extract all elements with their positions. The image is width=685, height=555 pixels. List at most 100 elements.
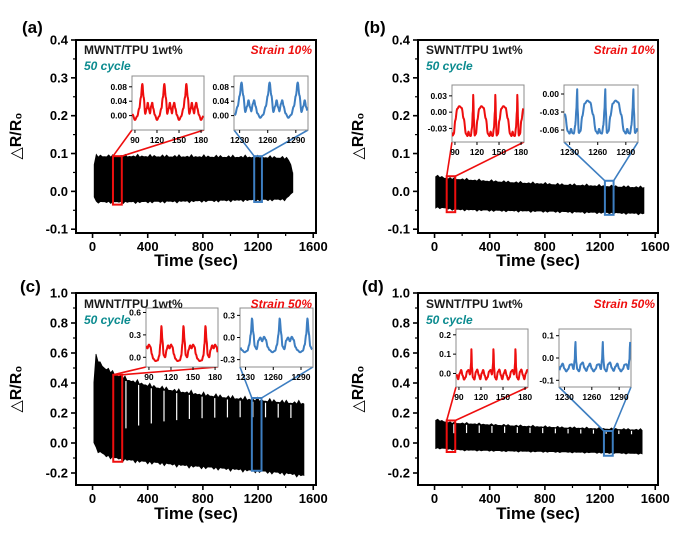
svg-text:-0.1: -0.1 <box>388 222 410 237</box>
zoom-connector-blue <box>558 386 605 432</box>
svg-text:400: 400 <box>479 491 501 506</box>
zoom-box-blue <box>250 397 263 472</box>
zoom-box-red <box>445 175 457 214</box>
inset-red: 90 120 150 180 0.2 0.1 0.0 <box>439 328 532 402</box>
svg-text:0.3: 0.3 <box>129 330 141 340</box>
svg-text:0.3: 0.3 <box>50 70 68 85</box>
zoom-box-blue <box>253 155 263 203</box>
svg-text:0.0: 0.0 <box>439 368 451 378</box>
svg-text:1200: 1200 <box>244 491 273 506</box>
svg-text:800: 800 <box>534 491 556 506</box>
svg-text:0.4: 0.4 <box>50 33 69 48</box>
plot-canvas-c: 0 400 800 1200 1600 1.0 0.8 0.6 0.4 0.2 0.0 -0.2 90 1… <box>46 286 328 507</box>
cycle-count-label: 50 cycle <box>84 59 131 73</box>
x-axis-label: Time (sec) <box>154 251 238 270</box>
svg-text:-0.03: -0.03 <box>428 123 448 133</box>
panel-d: 0 400 800 1200 1600 1.0 0.8 0.6 0.4 0.2 0.0 -0.2 90 1… <box>342 277 685 555</box>
zoom-connector-red <box>445 386 457 421</box>
svg-text:0.2: 0.2 <box>50 406 68 421</box>
zoom-connector-blue <box>261 366 314 399</box>
svg-text:150: 150 <box>492 147 506 157</box>
svg-text:1290: 1290 <box>292 372 311 382</box>
svg-text:0.2: 0.2 <box>392 406 410 421</box>
main-trace <box>435 418 643 455</box>
svg-text:0.0: 0.0 <box>50 436 68 451</box>
main-trace <box>93 153 294 205</box>
zoom-box-blue <box>602 430 614 457</box>
svg-text:1.0: 1.0 <box>50 286 68 301</box>
svg-text:0.03: 0.03 <box>430 91 447 101</box>
svg-text:1600: 1600 <box>641 491 670 506</box>
panel-b: 0 400 800 1200 1600 0.4 0.3 0.2 0.1 0.0 -0.1 90 120 1… <box>342 0 685 277</box>
svg-text:0.1: 0.1 <box>439 349 451 359</box>
svg-text:1200: 1200 <box>586 239 615 254</box>
svg-text:150: 150 <box>172 135 186 145</box>
zoom-connector-blue <box>261 129 309 157</box>
svg-text:1260: 1260 <box>258 135 277 145</box>
svg-text:180: 180 <box>518 392 532 402</box>
sample-label: MWNT/TPU 1wt% <box>84 297 183 311</box>
cycle-count-label: 50 cycle <box>84 313 131 327</box>
zoom-connector-red <box>122 366 219 376</box>
svg-text:800: 800 <box>534 239 556 254</box>
svg-text:1200: 1200 <box>244 239 273 254</box>
svg-text:1230: 1230 <box>236 372 255 382</box>
svg-text:0.2: 0.2 <box>50 108 68 123</box>
sample-label: MWNT/TPU 1wt% <box>84 43 183 57</box>
inset-blue: 1230 1260 1290 0.00 -0.03 -0.06 <box>540 84 639 157</box>
svg-text:90: 90 <box>130 135 140 145</box>
svg-text:0.6: 0.6 <box>50 346 68 361</box>
plot-frame <box>75 39 317 234</box>
zoom-connector-blue <box>563 141 606 182</box>
svg-text:0.00: 0.00 <box>212 111 229 121</box>
svg-text:1260: 1260 <box>588 147 607 157</box>
svg-text:90: 90 <box>450 147 460 157</box>
inset-blue: 1230 1260 1290 0.3 0.0 -0.3 <box>220 307 314 382</box>
svg-text:-0.06: -0.06 <box>540 125 560 135</box>
main-trace <box>435 174 645 216</box>
svg-text:0.6: 0.6 <box>129 307 141 317</box>
strain-label: Strain 10% <box>250 43 312 57</box>
svg-text:800: 800 <box>192 491 214 506</box>
zoom-connector-red <box>112 129 133 157</box>
svg-text:120: 120 <box>150 135 164 145</box>
svg-text:150: 150 <box>186 372 200 382</box>
svg-text:1600: 1600 <box>299 491 328 506</box>
plot-frame <box>417 292 659 486</box>
svg-text:0.8: 0.8 <box>392 316 410 331</box>
svg-text:0.04: 0.04 <box>212 96 229 106</box>
panel-a: 0 400 800 1200 1600 0.4 0.3 0.2 0.1 0.0 -0.1 90 120 1… <box>0 0 342 277</box>
svg-text:0: 0 <box>89 491 96 506</box>
zoom-connector-red <box>113 366 147 376</box>
panel-c: 0 400 800 1200 1600 1.0 0.8 0.6 0.4 0.2 0.0 -0.2 90 1… <box>0 277 342 555</box>
panel-label-d: (d) <box>362 277 384 296</box>
zoom-connector-red <box>445 141 453 177</box>
y-axis-label: △R/R₀ <box>350 365 367 413</box>
cycle-count-label: 50 cycle <box>426 313 473 327</box>
cycle-count-label: 50 cycle <box>426 59 473 73</box>
svg-text:0: 0 <box>431 491 438 506</box>
svg-text:1600: 1600 <box>641 239 670 254</box>
panel-label-c: (c) <box>20 277 41 296</box>
svg-text:180: 180 <box>208 372 222 382</box>
svg-text:0.00: 0.00 <box>542 89 559 99</box>
svg-text:1230: 1230 <box>560 147 579 157</box>
zoom-box-red <box>111 155 123 206</box>
zoom-box-blue <box>603 179 615 216</box>
x-axis-label: Time (sec) <box>496 251 580 270</box>
svg-text:-0.1: -0.1 <box>46 222 68 237</box>
svg-text:150: 150 <box>496 392 510 402</box>
strain-label: Strain 10% <box>593 43 655 57</box>
svg-text:0.3: 0.3 <box>392 70 410 85</box>
plot-frame <box>75 292 317 486</box>
svg-text:0.08: 0.08 <box>212 82 229 92</box>
svg-text:90: 90 <box>144 372 154 382</box>
svg-text:1290: 1290 <box>616 147 635 157</box>
svg-text:1260: 1260 <box>582 392 601 402</box>
svg-text:0.0: 0.0 <box>392 436 410 451</box>
svg-text:1290: 1290 <box>286 135 305 145</box>
svg-text:0.0: 0.0 <box>50 184 68 199</box>
svg-text:0.04: 0.04 <box>110 96 127 106</box>
panel-label-a: (a) <box>22 18 43 37</box>
zoom-box-red <box>112 373 124 463</box>
